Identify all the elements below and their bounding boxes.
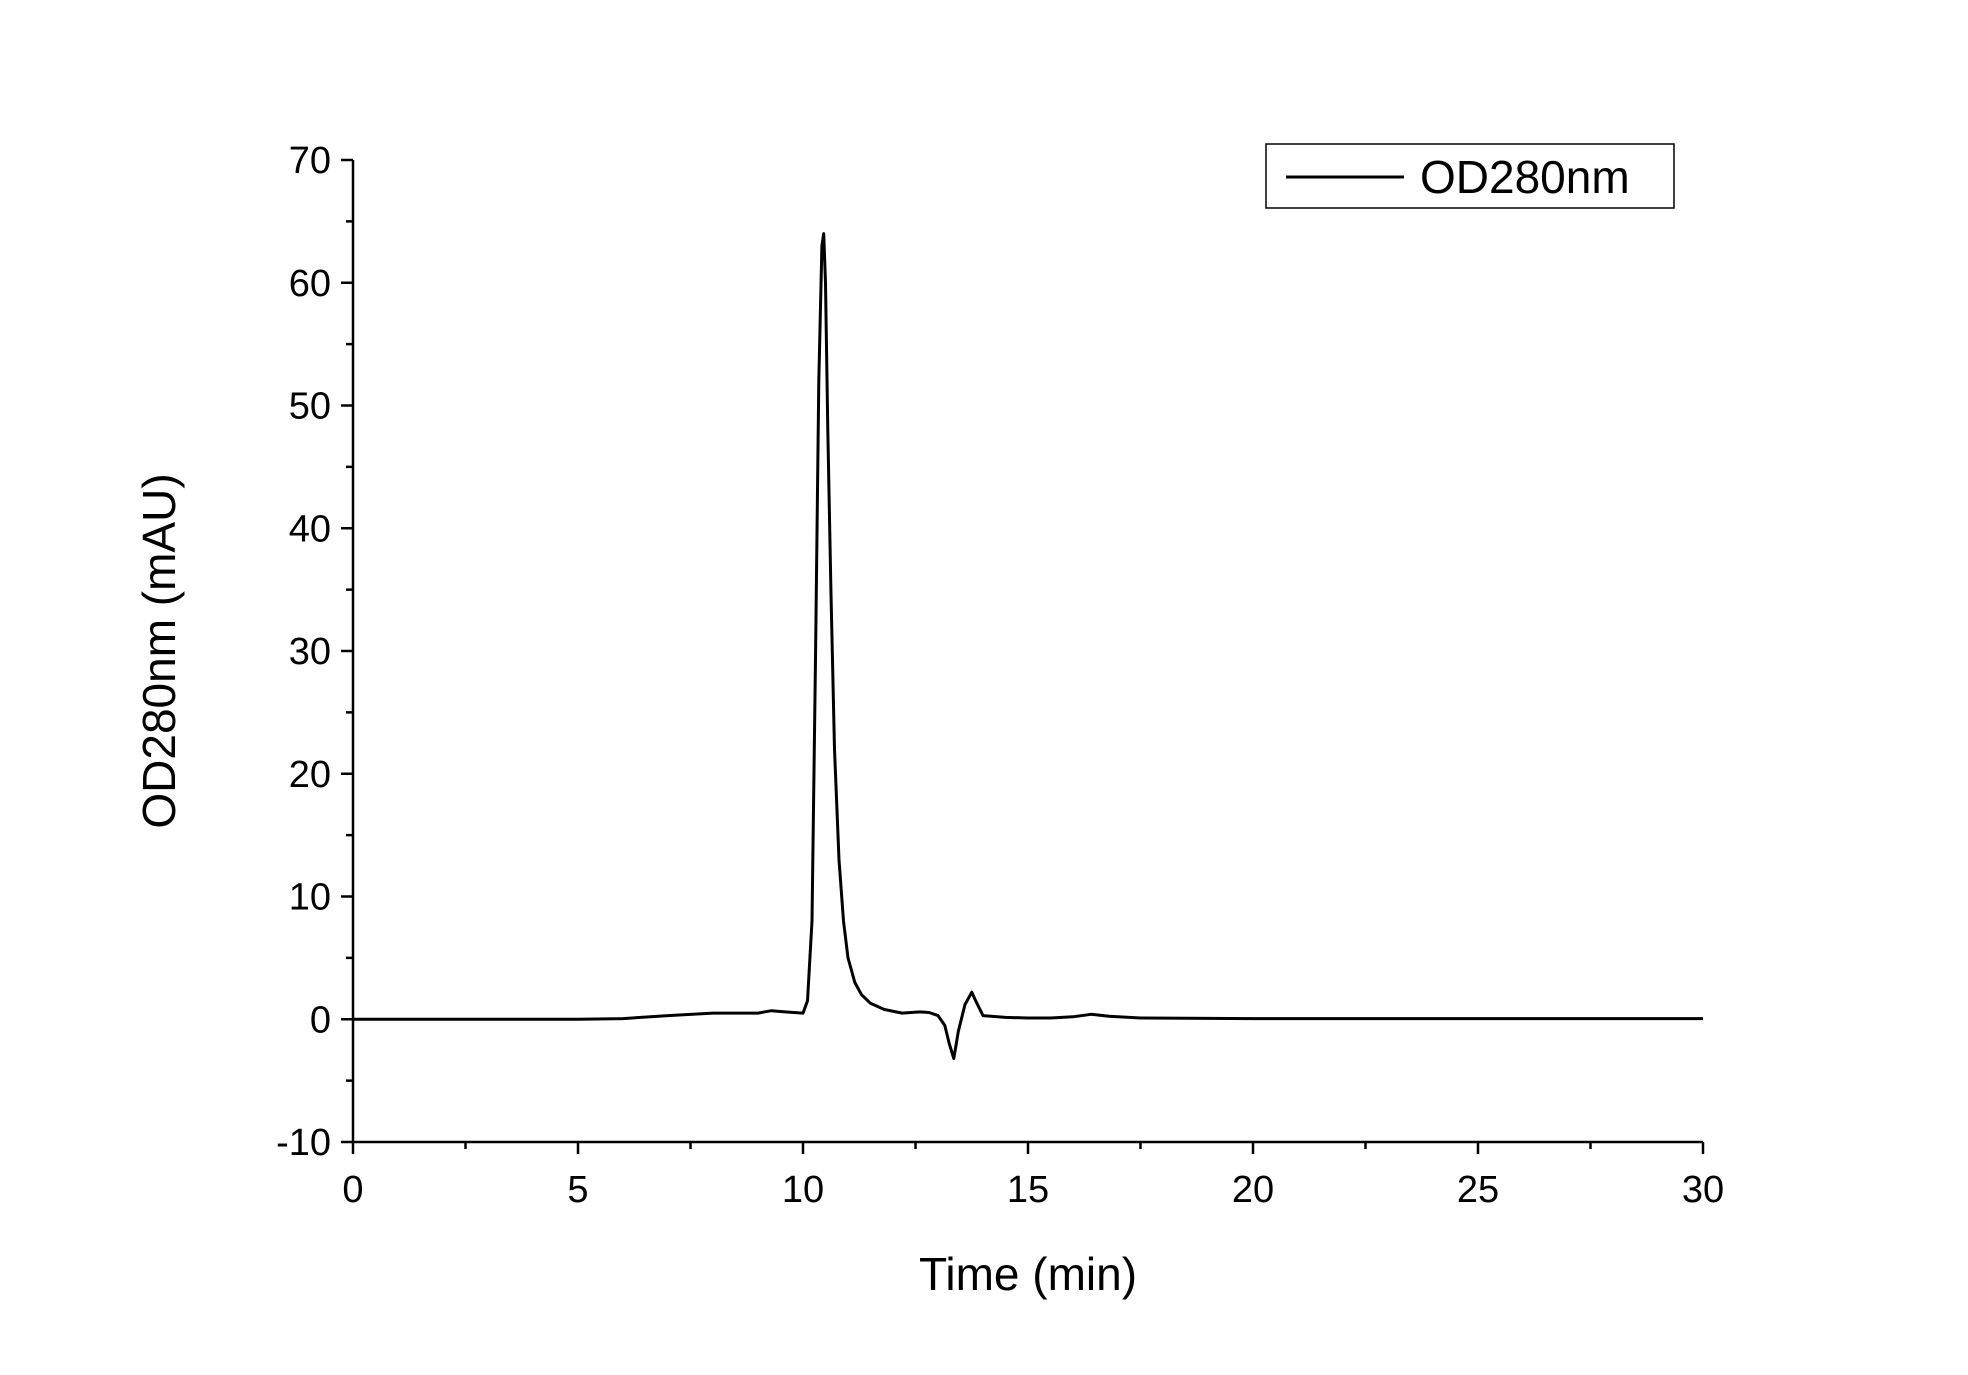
- y-tick-label: 60: [289, 263, 331, 305]
- x-tick-label: 5: [567, 1169, 588, 1211]
- series-line-od280nm: [353, 232, 1703, 1060]
- y-axis-label: OD280nm (mAU): [133, 473, 185, 828]
- y-tick-label: 0: [310, 999, 331, 1041]
- x-tick-label: 25: [1457, 1169, 1499, 1211]
- axes: [351, 160, 1703, 1144]
- y-tick-label: -10: [276, 1122, 331, 1164]
- legend-label: OD280nm: [1420, 151, 1630, 203]
- ticks: 0 5 10 15 20 25 30 -10 0 10 20 30 40 50 60 70: [276, 140, 1724, 1211]
- x-tick-label: 15: [1007, 1169, 1049, 1211]
- y-tick-label: 50: [289, 386, 331, 428]
- x-tick-label: 30: [1682, 1169, 1724, 1211]
- x-tick-label: 10: [782, 1169, 824, 1211]
- y-tick-label: 10: [289, 877, 331, 919]
- x-tick-label: 0: [342, 1169, 363, 1211]
- y-tick-label: 40: [289, 508, 331, 550]
- y-tick-label: 30: [289, 631, 331, 673]
- y-tick-label: 70: [289, 140, 331, 182]
- x-axis-label: Time (min): [919, 1248, 1137, 1300]
- legend: OD280nm: [1265, 143, 1675, 209]
- x-tick-label: 20: [1232, 1169, 1274, 1211]
- y-tick-label: 20: [289, 754, 331, 796]
